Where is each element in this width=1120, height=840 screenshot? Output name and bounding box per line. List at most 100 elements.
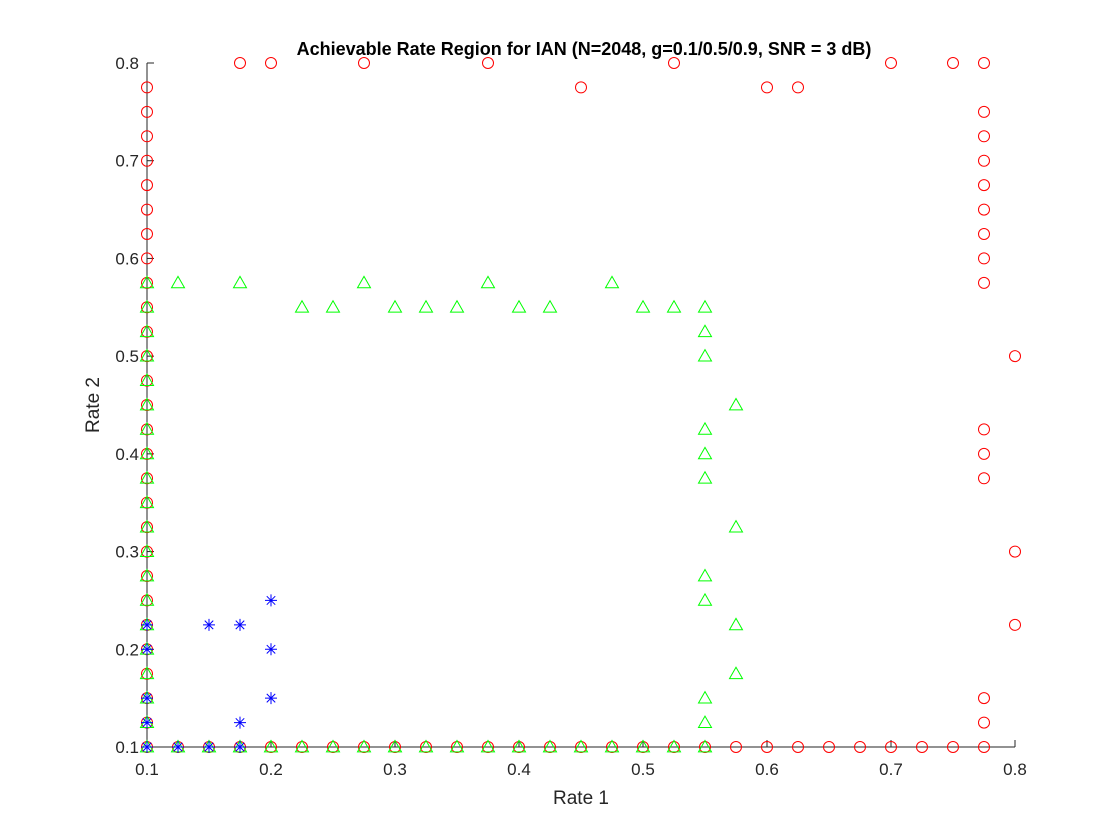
y-tick-label: 0.4 bbox=[115, 445, 139, 464]
data-point-circle bbox=[947, 741, 959, 753]
data-point-circle bbox=[823, 741, 835, 753]
data-point-circle bbox=[141, 130, 153, 143]
axes bbox=[146, 63, 1015, 748]
data-point-circle bbox=[978, 276, 990, 289]
data-point-triangle bbox=[604, 739, 620, 753]
data-point-triangle bbox=[325, 299, 341, 313]
data-point-triangle bbox=[294, 739, 310, 753]
x-tick-label: 0.6 bbox=[755, 760, 779, 779]
data-point-triangle bbox=[139, 348, 155, 362]
y-tick-label: 0.1 bbox=[115, 738, 139, 757]
data-point-triangle bbox=[697, 446, 713, 460]
data-point-triangle bbox=[139, 373, 155, 386]
data-point-triangle bbox=[542, 739, 558, 753]
series-triangle bbox=[139, 275, 744, 753]
data-point-circle bbox=[978, 252, 990, 265]
data-point-circle bbox=[854, 741, 866, 753]
data-point-asterisk bbox=[265, 594, 277, 607]
x-tick-label: 0.1 bbox=[135, 760, 159, 779]
data-point-circle bbox=[978, 692, 990, 705]
data-point-circle bbox=[141, 81, 153, 94]
data-point-triangle bbox=[697, 715, 713, 728]
data-point-triangle bbox=[728, 397, 744, 411]
data-point-circle bbox=[668, 57, 680, 69]
data-point-triangle bbox=[635, 739, 651, 753]
data-point-circle bbox=[730, 741, 742, 753]
series-asterisk bbox=[141, 594, 277, 753]
data-point-triangle bbox=[418, 739, 434, 753]
x-tick-label: 0.5 bbox=[631, 760, 655, 779]
data-point-triangle bbox=[511, 299, 527, 313]
data-point-asterisk bbox=[234, 618, 246, 631]
y-tick-label: 0.2 bbox=[115, 640, 139, 659]
data-point-triangle bbox=[139, 544, 155, 557]
data-point-triangle bbox=[139, 470, 155, 484]
data-point-triangle bbox=[356, 739, 372, 753]
data-point-triangle bbox=[139, 495, 155, 509]
data-point-circle bbox=[575, 81, 587, 94]
series-circle bbox=[141, 57, 1021, 753]
data-point-circle bbox=[978, 741, 990, 753]
data-point-triangle bbox=[387, 299, 403, 313]
data-point-triangle bbox=[728, 666, 744, 680]
y-axis-label: Rate 2 bbox=[83, 377, 104, 433]
data-point-triangle bbox=[139, 519, 155, 533]
x-axis-label: Rate 1 bbox=[553, 788, 609, 809]
data-point-circle bbox=[978, 472, 990, 485]
x-tick-label: 0.2 bbox=[259, 760, 283, 779]
data-point-triangle bbox=[697, 690, 713, 704]
data-point-triangle bbox=[232, 275, 248, 289]
data-point-triangle bbox=[542, 299, 558, 313]
x-tick-label: 0.8 bbox=[1003, 760, 1027, 779]
data-point-triangle bbox=[511, 739, 527, 753]
data-point-circle bbox=[358, 57, 370, 69]
data-point-circle bbox=[1009, 618, 1021, 631]
data-point-triangle bbox=[418, 299, 434, 313]
data-point-asterisk bbox=[172, 741, 184, 753]
data-point-circle bbox=[916, 741, 928, 753]
data-point-triangle bbox=[697, 592, 713, 606]
data-point-triangle bbox=[263, 739, 279, 753]
data-point-triangle bbox=[697, 348, 713, 362]
data-point-circle bbox=[482, 57, 494, 69]
data-point-circle bbox=[978, 447, 990, 460]
data-point-circle bbox=[978, 203, 990, 216]
data-point-circle bbox=[141, 105, 153, 118]
data-point-triangle bbox=[697, 324, 713, 338]
data-point-circle bbox=[978, 105, 990, 118]
data-point-asterisk bbox=[203, 618, 215, 631]
data-point-circle bbox=[761, 741, 773, 753]
data-point-circle bbox=[978, 423, 990, 436]
y-tick-label: 0.6 bbox=[115, 249, 139, 268]
y-tick-label: 0.5 bbox=[115, 347, 139, 366]
data-point-circle bbox=[978, 716, 990, 729]
y-tick-label: 0.3 bbox=[115, 543, 139, 562]
x-tick-label: 0.4 bbox=[507, 760, 531, 779]
data-point-triangle bbox=[573, 739, 589, 753]
data-point-circle bbox=[978, 130, 990, 143]
data-point-triangle bbox=[139, 324, 155, 338]
data-point-triangle bbox=[139, 666, 155, 680]
data-point-circle bbox=[141, 179, 153, 192]
data-point-asterisk bbox=[141, 716, 153, 729]
data-point-circle bbox=[978, 228, 990, 240]
data-point-triangle bbox=[666, 739, 682, 753]
data-point-triangle bbox=[356, 275, 372, 289]
data-point-triangle bbox=[170, 275, 186, 289]
data-point-triangle bbox=[139, 299, 155, 313]
data-point-triangle bbox=[480, 275, 496, 289]
data-point-triangle bbox=[139, 568, 155, 582]
data-point-circle bbox=[234, 57, 246, 69]
data-point-triangle bbox=[697, 739, 713, 753]
data-point-triangle bbox=[139, 421, 155, 435]
data-point-asterisk bbox=[141, 692, 153, 705]
y-tick-label: 0.8 bbox=[115, 54, 139, 73]
data-point-circle bbox=[141, 252, 153, 265]
data-point-asterisk bbox=[265, 643, 277, 656]
data-point-circle bbox=[265, 57, 277, 69]
data-point-asterisk bbox=[234, 716, 246, 729]
data-point-circle bbox=[141, 203, 153, 216]
data-point-asterisk bbox=[203, 741, 215, 753]
